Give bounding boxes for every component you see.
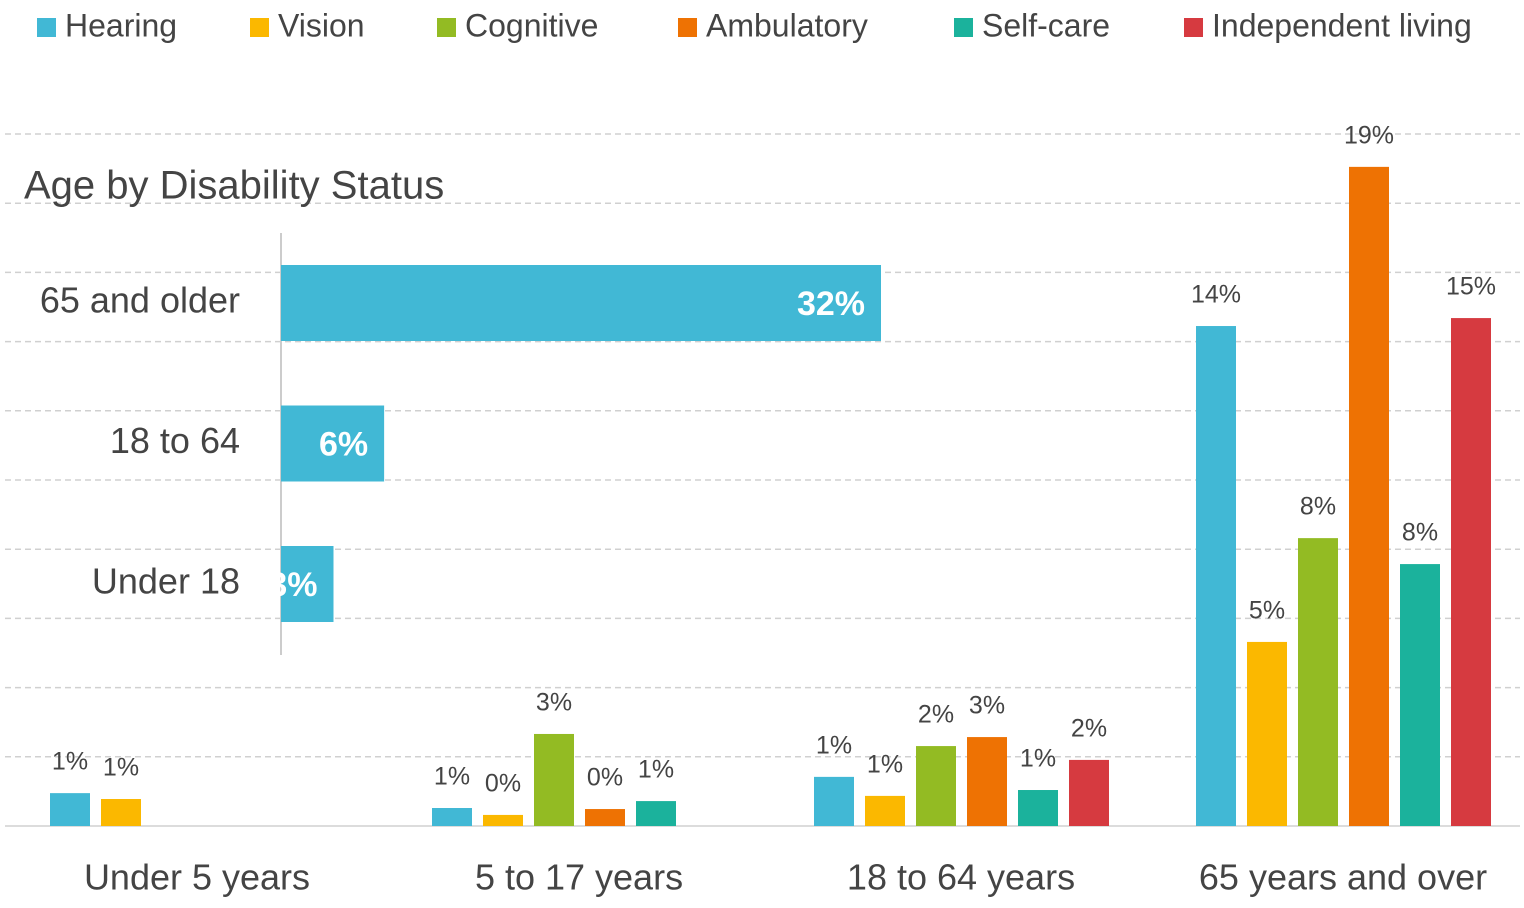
x-tick-label: 5 to 17 years xyxy=(475,857,683,898)
bar xyxy=(483,814,523,826)
legend-swatch xyxy=(437,18,456,37)
data-label: 3% xyxy=(969,692,1005,720)
data-label: 1% xyxy=(867,751,903,779)
x-tick-label: 18 to 64 years xyxy=(847,857,1075,898)
bar xyxy=(865,795,905,826)
data-label: 8% xyxy=(1402,519,1438,547)
legend-swatch xyxy=(1184,18,1203,37)
inset-title: Age by Disability Status xyxy=(24,164,444,208)
bar xyxy=(1349,166,1389,826)
legend-swatch xyxy=(37,18,56,37)
x-tick-label: Under 5 years xyxy=(84,857,310,898)
legend-swatch xyxy=(678,18,697,37)
data-label: 1% xyxy=(1020,745,1056,773)
data-label: 1% xyxy=(434,763,470,791)
legend-label: Vision xyxy=(278,7,365,43)
bar xyxy=(636,801,676,826)
bar xyxy=(281,405,385,482)
bar xyxy=(281,546,334,622)
data-label: 3% xyxy=(268,566,317,604)
legend-label: Cognitive xyxy=(465,7,598,43)
data-label: 5% xyxy=(1249,597,1285,625)
bar xyxy=(1298,538,1338,826)
data-label: 1% xyxy=(103,754,139,782)
bar xyxy=(1196,326,1236,826)
legend-label: Self-care xyxy=(982,7,1110,43)
legend-label: Ambulatory xyxy=(706,7,868,43)
data-label: 0% xyxy=(485,770,521,798)
bar xyxy=(585,809,625,826)
bar xyxy=(534,733,574,826)
data-label: 19% xyxy=(1344,121,1394,149)
y-tick-label: Under 18 xyxy=(92,561,240,602)
bar xyxy=(50,793,90,826)
bar xyxy=(1247,641,1287,826)
bar xyxy=(916,746,956,826)
legend-swatch xyxy=(250,18,269,37)
bar xyxy=(1018,790,1058,826)
data-label: 2% xyxy=(1071,715,1107,743)
data-label: 15% xyxy=(1446,273,1496,301)
data-label: 1% xyxy=(638,756,674,784)
x-tick-label: 65 years and over xyxy=(1199,857,1487,898)
data-label: 0% xyxy=(587,764,623,792)
legend-label: Hearing xyxy=(65,7,177,43)
legend-label: Independent living xyxy=(1212,7,1472,43)
bar xyxy=(967,737,1007,826)
data-label: 2% xyxy=(918,701,954,729)
bar xyxy=(432,808,472,826)
bar xyxy=(1400,564,1440,826)
bar xyxy=(101,799,141,826)
data-label: 1% xyxy=(52,748,88,776)
legend-swatch xyxy=(954,18,973,37)
y-tick-label: 18 to 64 xyxy=(110,420,240,461)
bar xyxy=(1451,318,1491,826)
data-label: 6% xyxy=(319,425,368,463)
data-label: 3% xyxy=(536,689,572,717)
bar xyxy=(281,265,881,341)
bar xyxy=(814,776,854,826)
bar xyxy=(1069,759,1109,826)
data-label: 8% xyxy=(1300,493,1336,521)
data-label: 1% xyxy=(816,731,852,759)
y-tick-label: 65 and older xyxy=(40,280,240,321)
data-label: 14% xyxy=(1191,281,1241,309)
data-label: 32% xyxy=(797,285,865,323)
